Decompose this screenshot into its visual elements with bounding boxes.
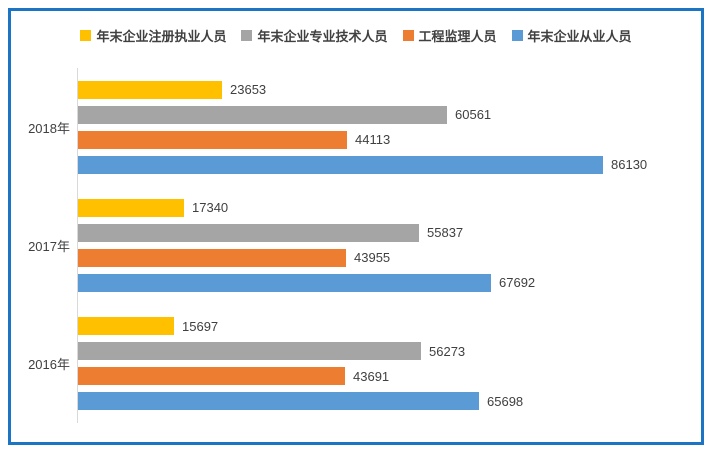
registered-practitioners-bar-row: 17340 [78, 198, 695, 217]
bar-group: 2017年 17340 55837 43955 67692 [11, 186, 695, 305]
project-supervision-bar [78, 367, 345, 386]
value-label: 65698 [487, 393, 524, 409]
registered-practitioners-bar [78, 317, 174, 336]
value-label: 86130 [611, 157, 648, 173]
value-label: 23653 [230, 82, 267, 98]
professional-technical-bar [78, 105, 447, 124]
total-employees-bar [78, 273, 491, 292]
professional-technical-bar-row: 60561 [78, 105, 695, 124]
category-label: 2016年 [28, 357, 70, 373]
category-label: 2017年 [28, 238, 70, 254]
value-label: 67692 [499, 275, 536, 291]
legend-swatch-icon [511, 30, 523, 41]
registered-practitioners-bar-row: 15697 [78, 317, 695, 336]
legend-swatch-icon [241, 30, 253, 41]
total-employees-bar [78, 392, 479, 411]
professional-technical-bar [78, 342, 421, 361]
legend-swatch-icon [402, 30, 414, 41]
registered-practitioners-bar [78, 80, 222, 99]
bars-column: 23653 60561 44113 86130 [77, 68, 695, 187]
professional-technical-bar [78, 223, 419, 242]
project-supervision-bar-row: 43691 [78, 367, 695, 386]
professional-technical-bar-row: 55837 [78, 223, 695, 242]
value-label: 44113 [355, 132, 391, 148]
total-employees-bar-row: 67692 [78, 273, 695, 292]
legend-label: 年末企业注册执业人员 [96, 29, 227, 44]
bar-group: 2018年 23653 60561 44113 86130 [11, 68, 695, 187]
registered-practitioners-bar-row: 23653 [78, 80, 695, 99]
project-supervision-bar-row: 43955 [78, 248, 695, 267]
plot-area: 2018年 23653 60561 44113 86130 2017年 17340 55837… [11, 68, 695, 423]
category-label: 2018年 [28, 120, 70, 136]
project-supervision-bar-row: 44113 [78, 130, 695, 149]
legend-swatch-icon [80, 30, 92, 41]
value-label: 56273 [429, 343, 466, 359]
total-employees-bar-row: 65698 [78, 392, 695, 411]
registered-practitioners-bar [78, 198, 184, 217]
bars-column: 17340 55837 43955 67692 [77, 186, 695, 305]
project-supervision-bar [78, 248, 346, 267]
legend-item-project-supervision: 工程监理人员 [402, 26, 497, 45]
value-label: 15697 [182, 318, 219, 334]
total-employees-bar-row: 86130 [78, 155, 695, 174]
legend: 年末企业注册执业人员 年末企业专业技术人员 工程监理人员 年末企业从业人员 [11, 26, 701, 45]
professional-technical-bar-row: 56273 [78, 342, 695, 361]
chart-frame: 年末企业注册执业人员 年末企业专业技术人员 工程监理人员 年末企业从业人员 20… [8, 8, 704, 445]
legend-item-total-employees: 年末企业从业人员 [511, 26, 632, 45]
bars-column: 15697 56273 43691 65698 [77, 304, 695, 423]
project-supervision-bar [78, 130, 347, 149]
value-label: 43691 [353, 368, 390, 384]
legend-item-professional-technical: 年末企业专业技术人员 [241, 26, 388, 45]
bar-group: 2016年 15697 56273 43691 65698 [11, 304, 695, 423]
value-label: 43955 [354, 250, 391, 266]
value-label: 55837 [427, 225, 464, 241]
value-label: 17340 [192, 200, 229, 216]
value-label: 60561 [455, 107, 492, 123]
legend-label: 年末企业专业技术人员 [257, 29, 388, 44]
legend-item-registered-practitioners: 年末企业注册执业人员 [80, 26, 226, 45]
total-employees-bar [78, 155, 603, 174]
legend-label: 工程监理人员 [418, 29, 497, 44]
legend-label: 年末企业从业人员 [527, 29, 632, 44]
